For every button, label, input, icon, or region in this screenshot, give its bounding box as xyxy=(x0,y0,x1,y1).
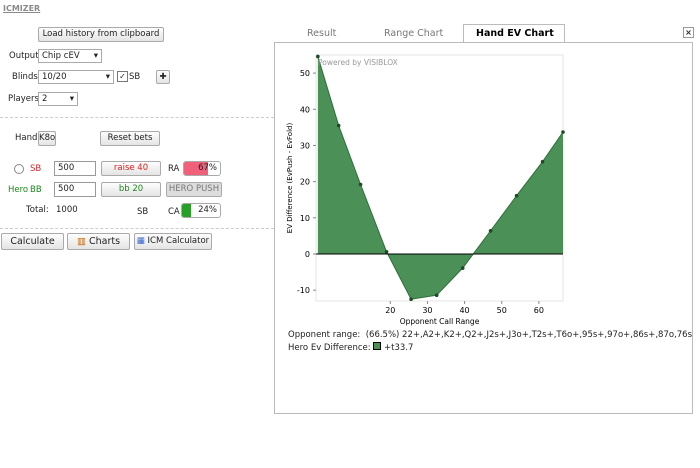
y-tick-label: 20 xyxy=(300,178,310,187)
blinds-select[interactable]: 10/20 xyxy=(38,70,114,84)
range-bar: 67% xyxy=(183,161,221,176)
chart: -10 0 10 20 30 40 50 20 30 40 50 60 Opponent Call Ra… xyxy=(286,54,565,326)
x-tick-label: 20 xyxy=(385,306,395,315)
hero-push-button[interactable]: HERO PUSH xyxy=(166,182,222,197)
x-tick-label: 30 xyxy=(422,306,432,315)
select-value: Chip cEV xyxy=(42,51,80,61)
chart-panel xyxy=(274,42,693,414)
select-value: 10/20 xyxy=(42,72,67,82)
x-tick-label: 60 xyxy=(534,306,544,315)
icon: ▦ xyxy=(136,236,145,246)
button-label: Charts xyxy=(88,236,121,247)
range-label: RA xyxy=(168,164,180,174)
stack-input[interactable]: 500 xyxy=(54,182,96,197)
button-label: Reset bets xyxy=(107,133,153,143)
button-label: HERO PUSH xyxy=(168,184,220,194)
icon: ▥ xyxy=(76,236,86,247)
point xyxy=(358,182,363,187)
ca-label: CA xyxy=(168,207,180,217)
seat-position: BB xyxy=(30,185,42,195)
button-label: raise 40 xyxy=(113,163,149,173)
watermark: Powered by VISIBLOX xyxy=(318,58,398,67)
y-tick-label: 30 xyxy=(300,141,310,150)
opponent-range-label: Opponent range: xyxy=(288,330,361,340)
button-label: Load history from clipboard xyxy=(42,29,160,39)
output-label: Output xyxy=(9,51,39,61)
blinds-label: Blinds xyxy=(12,72,38,82)
point xyxy=(434,293,439,298)
sb-checkbox-label: SB xyxy=(129,72,141,82)
x-tick-label: 40 xyxy=(459,306,469,315)
y-tick-label: 10 xyxy=(300,214,310,223)
load-history-button[interactable]: Load history from clipboard xyxy=(38,27,164,42)
players-label: Players xyxy=(8,94,39,104)
area xyxy=(317,56,563,300)
total-label: Total: xyxy=(26,205,49,215)
players-select[interactable]: 2 xyxy=(38,92,78,106)
hero-ev-label: Hero Ev Difference: xyxy=(288,343,371,353)
app-title: ICMIZER xyxy=(3,4,41,13)
close-button[interactable]: × xyxy=(683,27,694,38)
opponent-range: Opponent range: (66.5%) 22+,A2+,K2+,Q2+,… xyxy=(288,330,692,340)
add-button[interactable]: ✚ xyxy=(156,70,170,84)
radio[interactable] xyxy=(14,164,24,174)
button-label: Calculate xyxy=(10,236,55,247)
point xyxy=(336,123,341,128)
range-pct: 67% xyxy=(198,163,217,173)
hero-ev-value: +t33.7 xyxy=(384,343,414,353)
point xyxy=(316,54,320,59)
select-value: 2 xyxy=(42,94,48,104)
stack-value: 500 xyxy=(58,184,75,194)
sb-label: SB xyxy=(137,207,149,217)
point xyxy=(488,229,493,233)
ca-fill xyxy=(182,204,192,217)
point xyxy=(561,130,565,134)
hero-name: Hero xyxy=(8,185,29,195)
calculate-button[interactable]: Calculate xyxy=(1,233,64,250)
action-button[interactable]: raise 40 xyxy=(101,161,161,176)
y-tick-label: 0 xyxy=(305,250,310,259)
tab[interactable]: Result xyxy=(307,28,337,39)
button-label: bb 20 xyxy=(118,184,144,194)
charts-button[interactable]: ▥ Charts xyxy=(67,233,130,250)
y-tick-label: 40 xyxy=(300,105,310,114)
hand-button[interactable]: K8o xyxy=(38,131,56,146)
sb-checkbox[interactable]: ✓ xyxy=(117,71,128,82)
ca-pct: 24% xyxy=(198,205,217,215)
reset-bets-button[interactable]: Reset bets xyxy=(100,131,160,146)
y-tick-label: 50 xyxy=(300,69,310,78)
separator xyxy=(0,228,274,229)
output-select[interactable]: Chip cEV xyxy=(38,49,102,63)
ca-bar: 24% xyxy=(181,203,221,218)
x-tick-label: 50 xyxy=(497,306,507,315)
tab[interactable]: Range Chart xyxy=(384,28,444,39)
stack-value: 500 xyxy=(58,163,75,173)
button-label: ICM Calculator xyxy=(147,236,210,246)
hero-ev: Hero Ev Difference: +t33.7 xyxy=(288,342,413,353)
legend-swatch xyxy=(373,342,382,350)
y-axis-label: EV Difference (EvPush - EvFold) xyxy=(286,123,294,234)
point xyxy=(460,266,465,270)
point xyxy=(514,193,519,198)
hand-label: Hand xyxy=(15,133,38,143)
point xyxy=(409,297,413,301)
tab-active[interactable]: Hand EV Chart xyxy=(476,28,554,39)
point xyxy=(540,159,545,164)
x-axis-label: Opponent Call Range xyxy=(400,317,480,326)
icm-calculator-button[interactable]: ▦ ICM Calculator xyxy=(134,233,212,250)
hand-value: K8o xyxy=(39,133,56,143)
y-tick-label: -10 xyxy=(297,286,310,295)
separator xyxy=(0,117,274,118)
stack-input[interactable]: 500 xyxy=(54,161,96,176)
active-tab-box xyxy=(463,24,565,43)
total-value: 1000 xyxy=(56,205,78,215)
opponent-range-value: (66.5%) 22+,A2+,K2+,Q2+,J2s+,J3o+,T2s+,T… xyxy=(365,330,692,340)
seat-position: SB xyxy=(30,164,42,174)
range-fill xyxy=(184,162,209,175)
point xyxy=(384,250,389,254)
action-button[interactable]: bb 20 xyxy=(101,182,161,197)
